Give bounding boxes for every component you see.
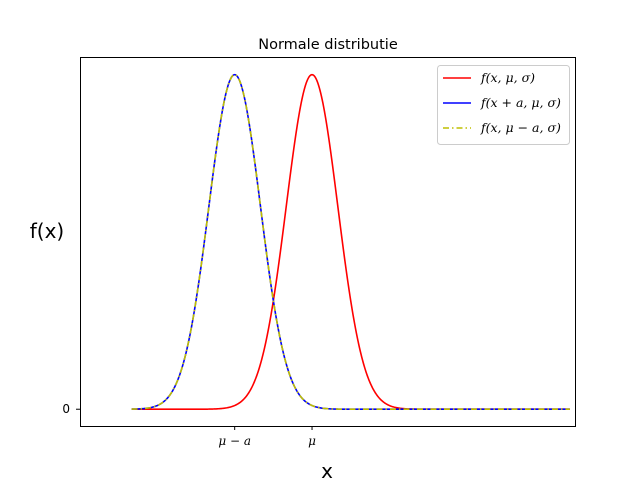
legend-box: [437, 65, 570, 145]
plot-area-frame: [80, 57, 576, 427]
legend-label-2: f(x + a, μ, σ): [480, 95, 561, 110]
legend-label-3: f(x, μ − a, σ): [480, 120, 561, 135]
y-tick-label: 0: [62, 402, 70, 416]
legend: f(x, μ, σ) f(x + a, μ, σ) f(x, μ − a, σ): [437, 65, 570, 145]
chart-title: Normale distributie: [258, 37, 398, 53]
y-ticks: 0: [62, 402, 80, 416]
legend-label-1: f(x, μ, σ): [480, 70, 535, 85]
x-tick-label: μ − a: [218, 434, 251, 448]
series-lines: [131, 73, 570, 411]
y-axis-label: f(x): [30, 219, 64, 243]
x-axis-label: x: [321, 459, 333, 480]
series-line-3: [131, 73, 570, 411]
x-tick-label: μ: [308, 434, 316, 448]
